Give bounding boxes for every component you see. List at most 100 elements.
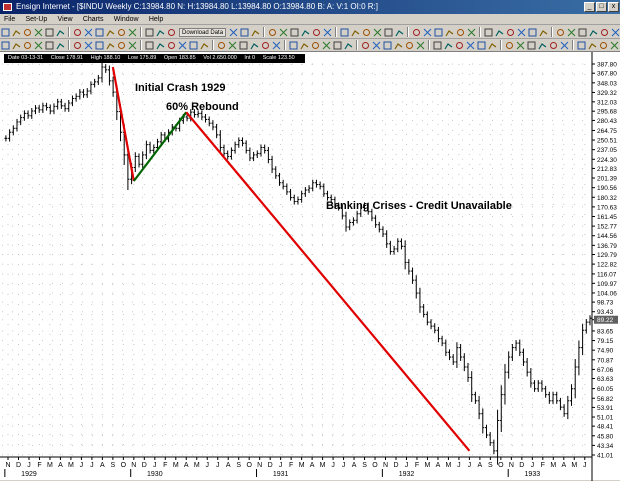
zoom-in-icon[interactable] [412,28,421,37]
trendline-icon[interactable] [12,41,21,50]
open-icon[interactable] [528,28,537,37]
line-icon[interactable] [395,28,404,37]
scroll-icon[interactable] [229,28,238,37]
pen-icon[interactable] [361,41,370,50]
help-icon[interactable] [456,28,465,37]
line-icon[interactable] [106,28,115,37]
cursor-icon[interactable] [477,41,486,50]
fibonacci-icon[interactable] [527,41,536,50]
print-icon[interactable] [23,28,32,37]
gann-icon[interactable] [156,41,165,50]
circle-icon[interactable] [311,41,320,50]
vertical-line-icon[interactable] [272,41,281,50]
ruler-icon[interactable] [383,41,392,50]
save-icon[interactable] [539,28,548,37]
trendline-icon[interactable] [250,41,259,50]
channel-icon[interactable] [538,41,547,50]
menu-charts[interactable]: Charts [82,16,104,23]
horizontal-line-icon[interactable] [261,41,270,50]
price-chart[interactable]: 387.80 367.80 348.03 329.32 312.03 295.68 280.… [0,52,620,481]
paste-icon[interactable] [351,28,360,37]
fibonacci-icon[interactable] [45,41,54,50]
quote-icon[interactable] [495,28,504,37]
color-icon[interactable] [466,41,475,50]
pitchfork-icon[interactable] [178,41,187,50]
gann-icon[interactable] [394,41,403,50]
pitchfork-icon[interactable] [416,41,425,50]
alert-icon[interactable] [268,28,277,37]
box-icon[interactable] [560,41,569,50]
vertical-line-icon[interactable] [34,41,43,50]
pen-icon[interactable] [599,41,608,50]
wave-icon[interactable] [200,41,209,50]
cycle-icon[interactable] [167,41,176,50]
paste-icon[interactable] [589,28,598,37]
arrow-icon[interactable] [577,41,586,50]
maximize-button[interactable]: □ [596,2,607,12]
chart-icon[interactable] [73,28,82,37]
copy-icon[interactable] [578,28,587,37]
eraser-icon[interactable] [128,41,137,50]
close-button[interactable]: x [608,2,619,12]
cut-icon[interactable] [567,28,576,37]
pen-icon[interactable] [117,41,126,50]
open-icon[interactable] [1,28,10,37]
cut-icon[interactable] [34,28,43,37]
copy-icon[interactable] [45,28,54,37]
channel-icon[interactable] [300,41,309,50]
menu-file[interactable]: File [4,16,16,23]
save-icon[interactable] [301,28,310,37]
scroll-icon[interactable] [467,28,476,37]
cursor-icon[interactable] [239,41,248,50]
bar-icon[interactable] [84,28,93,37]
box-icon[interactable] [322,41,331,50]
news-icon[interactable] [517,28,526,37]
vertical-line-icon[interactable] [516,41,525,50]
page-icon[interactable] [156,28,165,37]
zoom-out-icon[interactable] [128,28,137,37]
fibonacci-icon[interactable] [289,41,298,50]
ruler-icon[interactable] [145,41,154,50]
horizontal-line-icon[interactable] [23,41,32,50]
chart-area[interactable]: 387.80 367.80 348.03 329.32 312.03 295.68 280.… [0,51,620,481]
text-icon[interactable] [588,41,597,50]
page-icon[interactable] [445,28,454,37]
grid-icon[interactable] [145,28,154,37]
arrow-icon[interactable] [333,41,342,50]
help-icon[interactable] [167,28,176,37]
circle-icon[interactable] [549,41,558,50]
menu-help[interactable]: Help [148,16,164,23]
save-icon[interactable] [12,28,21,37]
marker-icon[interactable] [217,41,226,50]
color-icon[interactable] [228,41,237,50]
horizontal-line-icon[interactable] [505,41,514,50]
grid-icon[interactable] [434,28,443,37]
arrow-icon[interactable] [95,41,104,50]
zoom-out-icon[interactable] [423,28,432,37]
menu-window[interactable]: Window [113,16,139,23]
candle-icon[interactable] [384,28,393,37]
alert-icon[interactable] [506,28,515,37]
circle-icon[interactable] [73,41,82,50]
bar-icon[interactable] [611,28,620,37]
bar-icon[interactable] [373,28,382,37]
eraser-icon[interactable] [372,41,381,50]
copy-icon[interactable] [340,28,349,37]
paste-icon[interactable] [56,28,65,37]
news-icon[interactable] [279,28,288,37]
channel-icon[interactable] [56,41,65,50]
cycle-icon[interactable] [405,41,414,50]
wave-icon[interactable] [444,41,453,50]
open-icon[interactable] [290,28,299,37]
candle-icon[interactable] [95,28,104,37]
download-data-button[interactable]: Download Data [179,28,227,37]
chart-icon[interactable] [362,28,371,37]
print-icon[interactable] [556,28,565,37]
zoom-in-icon[interactable] [117,28,126,37]
quote-icon[interactable] [251,28,260,37]
eraser-icon[interactable] [610,41,619,50]
refresh-icon[interactable] [240,28,249,37]
print-icon[interactable] [312,28,321,37]
trendline-icon[interactable] [488,41,497,50]
box-icon[interactable] [84,41,93,50]
